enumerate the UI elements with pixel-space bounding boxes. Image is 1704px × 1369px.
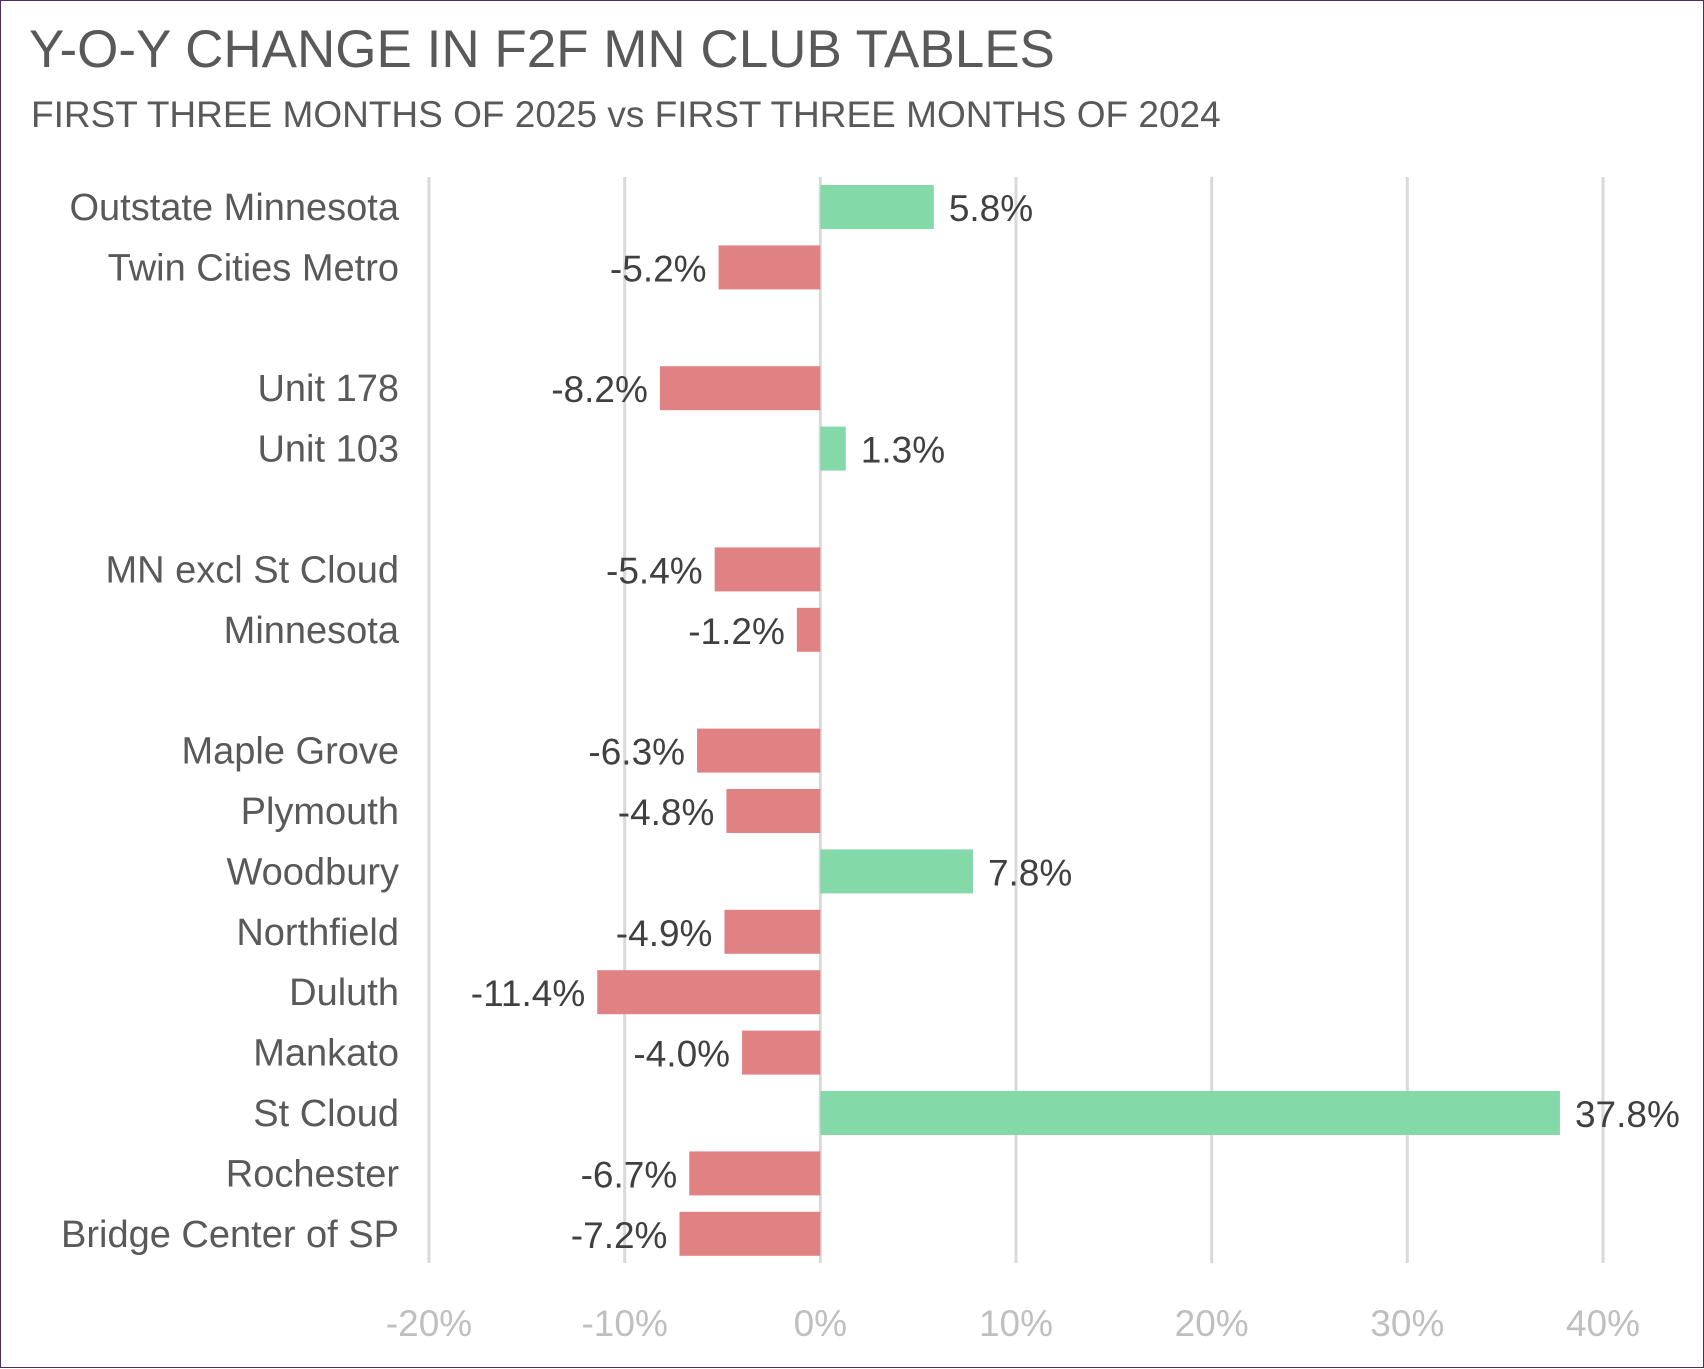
gridlines — [427, 177, 1605, 1263]
bar — [820, 185, 934, 229]
category-label: Plymouth — [241, 791, 399, 833]
data-label: -8.2% — [551, 369, 648, 410]
category-label: Maple Grove — [181, 731, 399, 773]
bar — [726, 789, 821, 833]
x-tick-label: 40% — [1566, 1303, 1640, 1344]
data-label: -4.9% — [616, 913, 713, 954]
data-label: -4.0% — [633, 1034, 730, 1075]
data-label: -6.7% — [581, 1154, 678, 1195]
x-tick-label: 10% — [979, 1303, 1053, 1344]
category-label: St Cloud — [253, 1093, 399, 1135]
category-label: Minnesota — [224, 610, 400, 652]
category-label: MN excl St Cloud — [105, 549, 399, 591]
x-tick-label: 0% — [794, 1303, 847, 1344]
category-label: Bridge Center of SP — [61, 1214, 399, 1256]
bar — [697, 728, 821, 773]
category-label: Mankato — [253, 1033, 399, 1075]
bar — [659, 366, 821, 411]
category-label: Northfield — [236, 912, 399, 954]
x-tick-label: -10% — [581, 1303, 667, 1344]
data-label: 5.8% — [949, 188, 1033, 229]
data-label: 37.8% — [1575, 1094, 1680, 1135]
bar — [714, 547, 821, 592]
category-label: Twin Cities Metro — [108, 247, 399, 289]
data-label: 1.3% — [861, 430, 945, 471]
x-tick-label: -20% — [386, 1303, 472, 1344]
data-label: 7.8% — [988, 852, 1072, 893]
chart-title: Y-O-Y CHANGE IN F2F MN CLUB TABLES — [29, 20, 1055, 79]
category-label: Duluth — [289, 972, 399, 1014]
bar — [820, 849, 973, 894]
category-label: Outstate Minnesota — [69, 187, 399, 229]
data-label: -5.2% — [610, 248, 707, 289]
bar — [724, 909, 821, 954]
chart-subtitle: FIRST THREE MONTHS OF 2025 vs FIRST THRE… — [31, 94, 1221, 135]
x-tick-label: 20% — [1175, 1303, 1249, 1344]
category-label: Unit 178 — [257, 368, 399, 410]
data-label: -11.4% — [471, 973, 586, 1014]
x-tick-label: 30% — [1370, 1303, 1444, 1344]
data-label: -4.8% — [618, 792, 715, 833]
bars — [597, 185, 1560, 1256]
bar — [742, 1030, 821, 1075]
bar — [820, 426, 846, 471]
data-label: -7.2% — [571, 1215, 668, 1256]
data-label: -5.4% — [606, 550, 703, 591]
bar — [597, 970, 821, 1015]
category-label: Unit 103 — [257, 429, 399, 471]
category-label: Rochester — [226, 1153, 400, 1195]
data-label: -1.2% — [688, 611, 785, 652]
bar — [718, 245, 821, 290]
category-label: Woodbury — [226, 851, 399, 893]
bar — [689, 1151, 821, 1196]
labels: -20% -10% 0% 10% 20% 30% 40% Outstate Minnesota… — [61, 187, 1680, 1344]
data-label: -6.3% — [588, 732, 685, 773]
bar — [679, 1211, 821, 1256]
bar — [820, 1091, 1560, 1135]
bar — [796, 607, 821, 652]
